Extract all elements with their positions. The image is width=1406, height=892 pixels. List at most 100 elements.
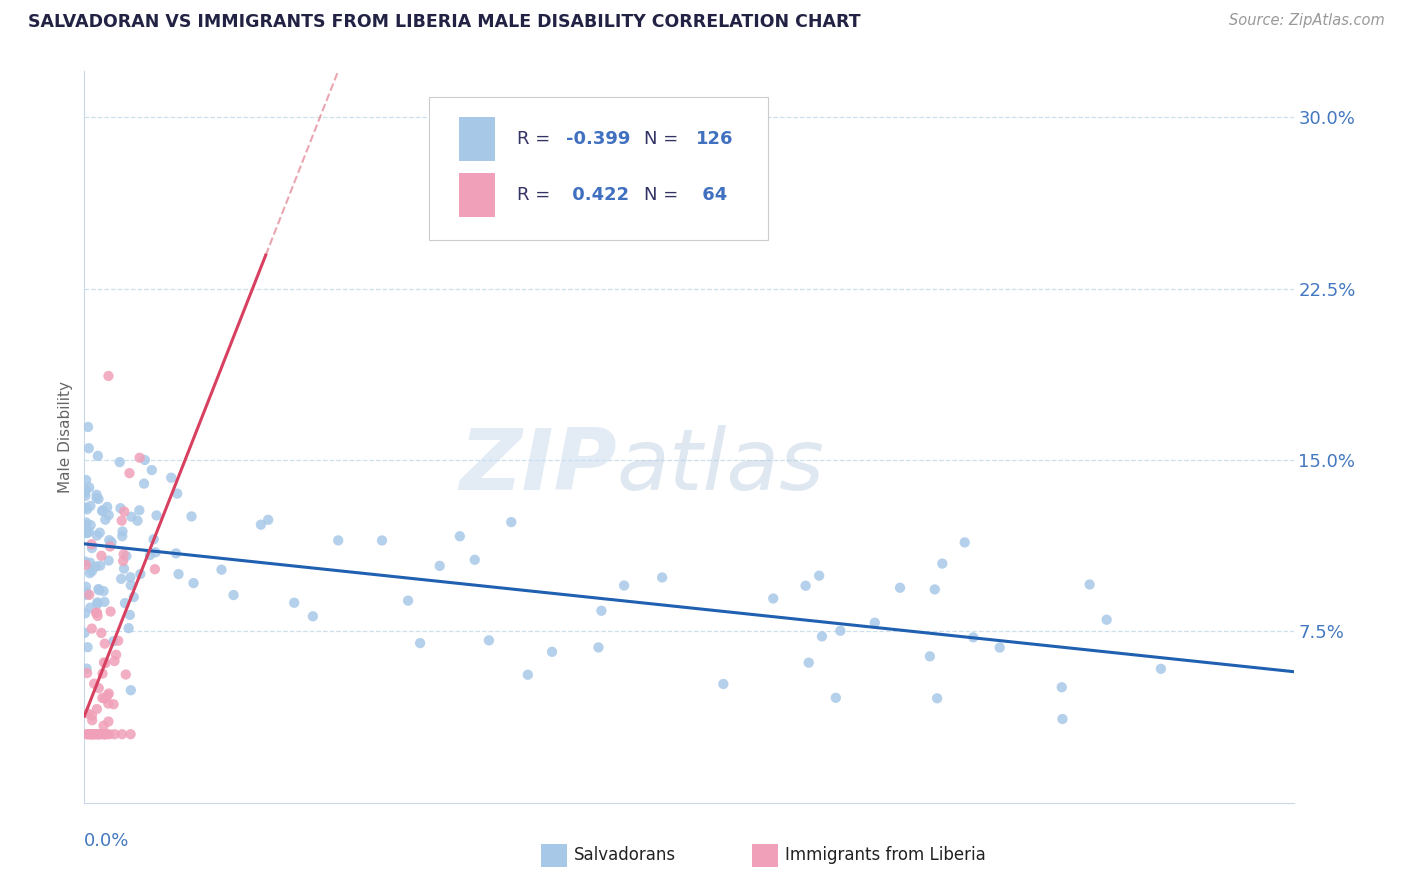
Point <box>797 656 820 670</box>
Text: R =: R = <box>517 129 557 148</box>
Text: ZIP: ZIP <box>458 425 616 508</box>
Point <box>97 688 120 702</box>
Point <box>120 683 142 698</box>
Point <box>111 727 134 741</box>
Point <box>120 727 142 741</box>
Text: atlas: atlas <box>616 425 824 508</box>
Text: Salvadorans: Salvadorans <box>574 847 676 864</box>
Point <box>121 509 143 524</box>
Point <box>98 540 121 554</box>
Point <box>371 533 394 548</box>
Text: 0.422: 0.422 <box>565 186 628 204</box>
Point <box>409 636 432 650</box>
Point <box>924 582 946 597</box>
Point <box>962 631 984 645</box>
Point <box>110 501 132 516</box>
Point <box>75 607 97 621</box>
Point <box>79 556 101 570</box>
Point <box>77 524 100 539</box>
Point <box>79 518 101 533</box>
Point <box>96 727 118 741</box>
Point <box>73 554 96 568</box>
Point <box>87 727 110 741</box>
Point <box>86 528 108 542</box>
Point <box>808 568 831 582</box>
Point <box>112 561 135 575</box>
Point <box>103 654 125 668</box>
Point <box>86 595 108 609</box>
Point <box>927 691 949 706</box>
Point <box>166 486 188 500</box>
Point <box>863 615 886 630</box>
Text: Immigrants from Liberia: Immigrants from Liberia <box>785 847 986 864</box>
Point <box>478 633 501 648</box>
Text: 64: 64 <box>696 186 727 204</box>
Point <box>107 633 129 648</box>
Point <box>77 480 100 494</box>
Point <box>588 640 610 655</box>
Point <box>183 576 205 591</box>
Point <box>97 686 120 700</box>
Point <box>794 579 817 593</box>
Point <box>211 563 233 577</box>
FancyBboxPatch shape <box>460 117 495 161</box>
Point <box>160 471 183 485</box>
Point <box>103 634 125 648</box>
Point <box>112 554 135 568</box>
Point <box>93 727 115 741</box>
Point <box>83 727 105 741</box>
Point <box>100 535 122 549</box>
Point <box>115 549 138 563</box>
Point <box>449 529 471 543</box>
Point <box>283 596 305 610</box>
Point <box>75 489 97 503</box>
Point <box>180 509 202 524</box>
Point <box>75 580 97 594</box>
Point <box>87 727 110 741</box>
Point <box>1050 680 1073 694</box>
Point <box>84 559 107 574</box>
Text: 0.0%: 0.0% <box>84 832 129 850</box>
Point <box>97 553 120 567</box>
Point <box>91 666 114 681</box>
Text: N =: N = <box>644 186 685 204</box>
Text: N =: N = <box>644 129 685 148</box>
Point <box>84 606 107 620</box>
Point <box>830 624 852 638</box>
Point <box>613 578 636 592</box>
Point <box>132 476 155 491</box>
Point <box>91 503 114 517</box>
Point <box>76 640 98 655</box>
Point <box>918 649 941 664</box>
Point <box>76 502 98 516</box>
Point <box>108 455 131 469</box>
Point <box>988 640 1011 655</box>
Point <box>1078 577 1101 591</box>
Point <box>86 491 108 505</box>
Point <box>80 727 103 741</box>
Point <box>396 593 419 607</box>
Point <box>114 596 136 610</box>
Point <box>112 547 135 561</box>
Point <box>75 473 97 487</box>
Point <box>75 558 97 572</box>
Point <box>96 500 118 514</box>
Point <box>94 691 117 706</box>
Point <box>73 485 96 500</box>
Point <box>98 533 121 548</box>
Point <box>79 566 101 581</box>
Point <box>1150 662 1173 676</box>
Point <box>141 463 163 477</box>
Point <box>94 513 117 527</box>
Point <box>128 503 150 517</box>
Point <box>87 582 110 596</box>
Point <box>811 629 834 643</box>
Point <box>80 564 103 578</box>
Point <box>80 708 103 723</box>
Text: 126: 126 <box>696 129 734 148</box>
Point <box>93 656 115 670</box>
Point <box>97 368 120 383</box>
Point <box>111 514 134 528</box>
Point <box>98 727 121 741</box>
Point <box>86 488 108 502</box>
